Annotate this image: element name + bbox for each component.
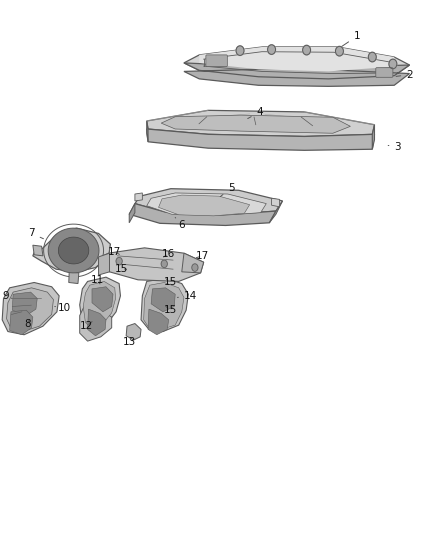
Text: 7: 7	[28, 229, 43, 239]
Circle shape	[389, 59, 397, 69]
Polygon shape	[129, 204, 135, 223]
Polygon shape	[135, 189, 283, 214]
Polygon shape	[184, 47, 410, 79]
Polygon shape	[33, 245, 43, 256]
Circle shape	[368, 52, 376, 62]
Text: 1: 1	[342, 31, 360, 46]
Text: 17: 17	[196, 251, 209, 261]
Polygon shape	[144, 282, 184, 329]
Polygon shape	[69, 272, 79, 284]
Polygon shape	[80, 304, 112, 341]
Circle shape	[116, 257, 122, 265]
Polygon shape	[83, 281, 116, 329]
Text: 15: 15	[163, 277, 177, 287]
Polygon shape	[135, 193, 142, 201]
Polygon shape	[147, 129, 374, 150]
Circle shape	[268, 45, 276, 54]
Text: 3: 3	[388, 142, 401, 152]
FancyBboxPatch shape	[376, 68, 393, 77]
Text: 8: 8	[24, 319, 31, 329]
Text: 2: 2	[396, 70, 413, 79]
Polygon shape	[372, 125, 374, 149]
Text: 5: 5	[220, 183, 235, 197]
Circle shape	[192, 264, 198, 271]
Polygon shape	[10, 310, 33, 335]
Text: 13: 13	[123, 337, 136, 347]
Polygon shape	[126, 324, 141, 340]
Polygon shape	[147, 110, 374, 136]
Polygon shape	[48, 228, 99, 273]
Polygon shape	[129, 204, 276, 225]
Polygon shape	[99, 248, 204, 281]
Circle shape	[303, 45, 311, 55]
Polygon shape	[99, 253, 110, 275]
Polygon shape	[92, 287, 113, 312]
Text: 16: 16	[162, 249, 175, 259]
Polygon shape	[147, 193, 266, 215]
Polygon shape	[151, 288, 175, 312]
Text: 12: 12	[80, 321, 93, 331]
Polygon shape	[272, 198, 279, 207]
Polygon shape	[148, 309, 169, 335]
Circle shape	[236, 46, 244, 55]
Polygon shape	[7, 288, 53, 332]
Polygon shape	[58, 237, 89, 264]
Text: 15: 15	[163, 305, 177, 315]
Polygon shape	[182, 253, 204, 273]
Circle shape	[336, 46, 343, 56]
Polygon shape	[159, 195, 250, 216]
Polygon shape	[80, 277, 120, 332]
Polygon shape	[2, 282, 59, 335]
Text: 6: 6	[175, 217, 185, 230]
Text: 4: 4	[248, 107, 263, 118]
Circle shape	[161, 260, 167, 268]
Polygon shape	[147, 121, 148, 142]
Polygon shape	[33, 228, 110, 272]
Polygon shape	[199, 47, 394, 71]
Text: 10: 10	[55, 303, 71, 313]
Text: 14: 14	[177, 291, 197, 301]
Text: 9: 9	[2, 291, 12, 301]
Polygon shape	[161, 115, 350, 133]
Polygon shape	[141, 278, 188, 332]
Polygon shape	[88, 309, 106, 336]
Polygon shape	[269, 201, 283, 223]
Text: 17: 17	[108, 247, 121, 256]
Polygon shape	[12, 292, 37, 316]
Polygon shape	[184, 63, 410, 86]
Text: 15: 15	[115, 264, 128, 273]
FancyBboxPatch shape	[206, 55, 227, 67]
Text: 11: 11	[91, 275, 104, 285]
